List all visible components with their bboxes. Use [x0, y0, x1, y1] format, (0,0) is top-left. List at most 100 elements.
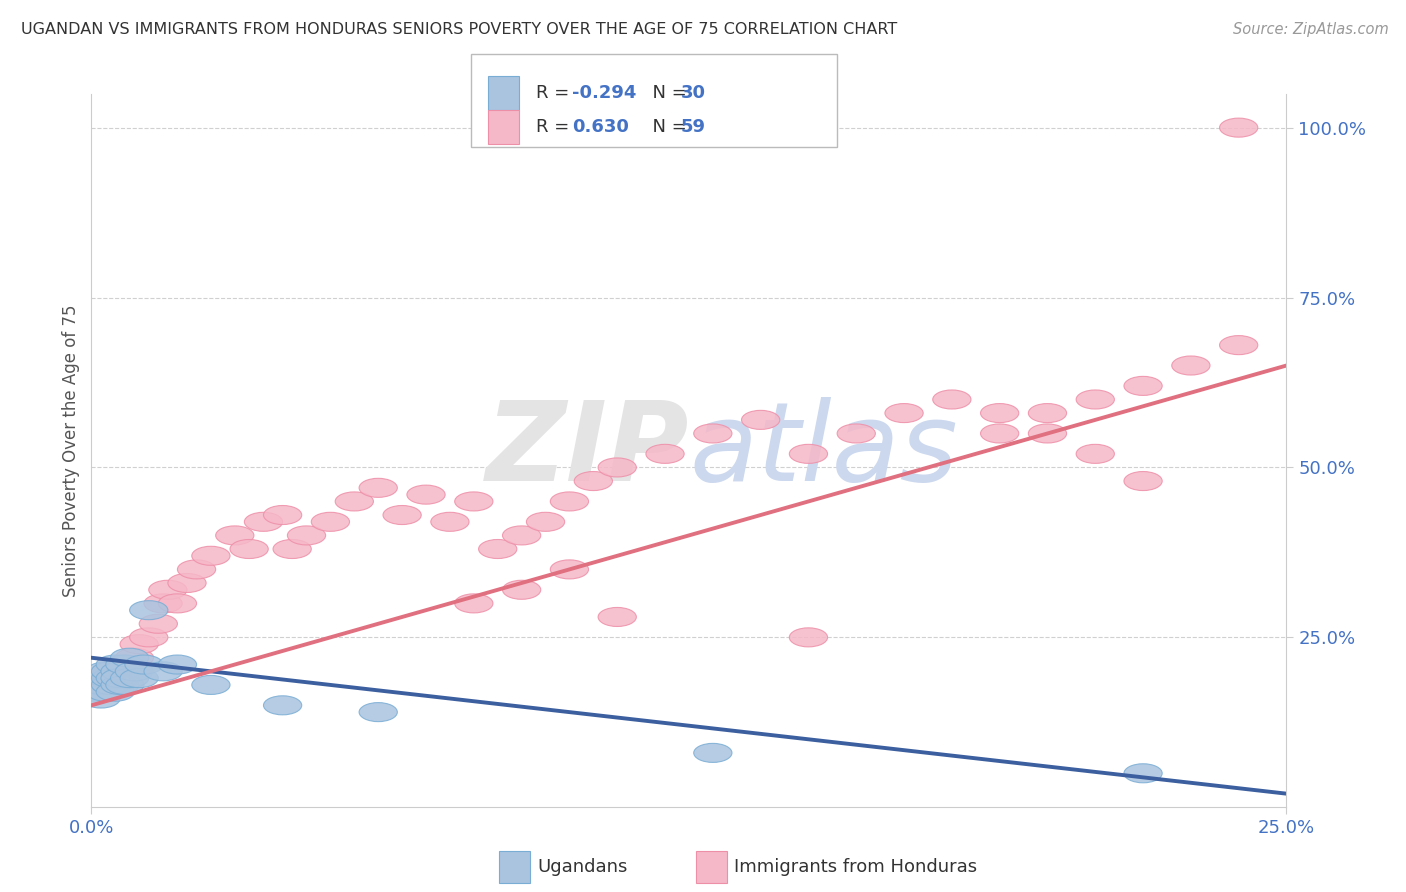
Ellipse shape: [125, 655, 163, 674]
Text: UGANDAN VS IMMIGRANTS FROM HONDURAS SENIORS POVERTY OVER THE AGE OF 75 CORRELATI: UGANDAN VS IMMIGRANTS FROM HONDURAS SENI…: [21, 22, 897, 37]
Ellipse shape: [96, 675, 135, 695]
Ellipse shape: [215, 526, 254, 545]
Text: Immigrants from Honduras: Immigrants from Honduras: [734, 858, 977, 876]
Ellipse shape: [741, 410, 780, 429]
Ellipse shape: [96, 655, 135, 674]
Ellipse shape: [101, 675, 139, 695]
Ellipse shape: [884, 403, 924, 423]
Ellipse shape: [502, 581, 541, 599]
Ellipse shape: [1028, 403, 1067, 423]
Ellipse shape: [87, 682, 125, 701]
Ellipse shape: [115, 648, 153, 667]
Ellipse shape: [191, 546, 231, 566]
Ellipse shape: [693, 424, 733, 443]
Ellipse shape: [101, 669, 139, 688]
Ellipse shape: [159, 594, 197, 613]
Ellipse shape: [143, 594, 183, 613]
Ellipse shape: [359, 478, 398, 498]
Ellipse shape: [1076, 390, 1115, 409]
Ellipse shape: [550, 560, 589, 579]
Ellipse shape: [96, 669, 135, 688]
Ellipse shape: [359, 703, 398, 722]
Text: N =: N =: [641, 118, 693, 136]
Text: 59: 59: [681, 118, 706, 136]
Ellipse shape: [1028, 424, 1067, 443]
Ellipse shape: [574, 472, 613, 491]
Ellipse shape: [263, 696, 302, 714]
Ellipse shape: [91, 675, 129, 695]
Ellipse shape: [87, 669, 125, 688]
Ellipse shape: [245, 512, 283, 532]
Text: -0.294: -0.294: [572, 84, 637, 102]
Ellipse shape: [1171, 356, 1211, 375]
Ellipse shape: [231, 540, 269, 558]
Text: Source: ZipAtlas.com: Source: ZipAtlas.com: [1233, 22, 1389, 37]
Ellipse shape: [502, 526, 541, 545]
Ellipse shape: [77, 682, 115, 701]
Ellipse shape: [273, 540, 311, 558]
Ellipse shape: [311, 512, 350, 532]
Ellipse shape: [111, 662, 149, 681]
Ellipse shape: [139, 615, 177, 633]
Ellipse shape: [598, 458, 637, 477]
Ellipse shape: [111, 648, 149, 667]
Ellipse shape: [382, 506, 422, 524]
Ellipse shape: [430, 512, 470, 532]
Ellipse shape: [550, 491, 589, 511]
Ellipse shape: [167, 574, 207, 592]
Ellipse shape: [149, 581, 187, 599]
Text: R =: R =: [536, 118, 581, 136]
Ellipse shape: [837, 424, 876, 443]
Text: 30: 30: [681, 84, 706, 102]
Ellipse shape: [91, 662, 129, 681]
Ellipse shape: [120, 634, 159, 654]
Ellipse shape: [932, 390, 972, 409]
Ellipse shape: [789, 444, 828, 463]
Ellipse shape: [159, 655, 197, 674]
Text: Ugandans: Ugandans: [537, 858, 627, 876]
Ellipse shape: [1219, 118, 1258, 137]
Ellipse shape: [87, 662, 125, 681]
Ellipse shape: [1123, 472, 1163, 491]
Ellipse shape: [91, 669, 129, 688]
Ellipse shape: [335, 491, 374, 511]
Ellipse shape: [454, 491, 494, 511]
Ellipse shape: [96, 682, 135, 701]
Ellipse shape: [105, 675, 143, 695]
Ellipse shape: [526, 512, 565, 532]
Ellipse shape: [111, 669, 149, 688]
Ellipse shape: [87, 669, 125, 688]
Ellipse shape: [789, 628, 828, 647]
Ellipse shape: [287, 526, 326, 545]
Ellipse shape: [143, 662, 183, 681]
Ellipse shape: [82, 689, 120, 708]
Text: atlas: atlas: [689, 397, 957, 504]
Ellipse shape: [980, 424, 1019, 443]
Ellipse shape: [454, 594, 494, 613]
Ellipse shape: [115, 662, 153, 681]
Ellipse shape: [645, 444, 685, 463]
Ellipse shape: [191, 675, 231, 695]
Text: ZIP: ZIP: [485, 397, 689, 504]
Ellipse shape: [1123, 376, 1163, 395]
Ellipse shape: [82, 675, 120, 695]
Y-axis label: Seniors Poverty Over the Age of 75: Seniors Poverty Over the Age of 75: [62, 304, 80, 597]
Ellipse shape: [598, 607, 637, 626]
Ellipse shape: [120, 669, 159, 688]
Ellipse shape: [105, 655, 143, 674]
Ellipse shape: [129, 628, 167, 647]
Ellipse shape: [1123, 764, 1163, 783]
Ellipse shape: [129, 600, 167, 620]
Text: N =: N =: [641, 84, 693, 102]
Ellipse shape: [1076, 444, 1115, 463]
Ellipse shape: [91, 662, 129, 681]
Ellipse shape: [263, 506, 302, 524]
Ellipse shape: [177, 560, 215, 579]
Text: R =: R =: [536, 84, 575, 102]
Ellipse shape: [82, 675, 120, 695]
Ellipse shape: [406, 485, 446, 504]
Ellipse shape: [980, 403, 1019, 423]
Ellipse shape: [105, 655, 143, 674]
Ellipse shape: [1219, 335, 1258, 355]
Ellipse shape: [101, 662, 139, 681]
